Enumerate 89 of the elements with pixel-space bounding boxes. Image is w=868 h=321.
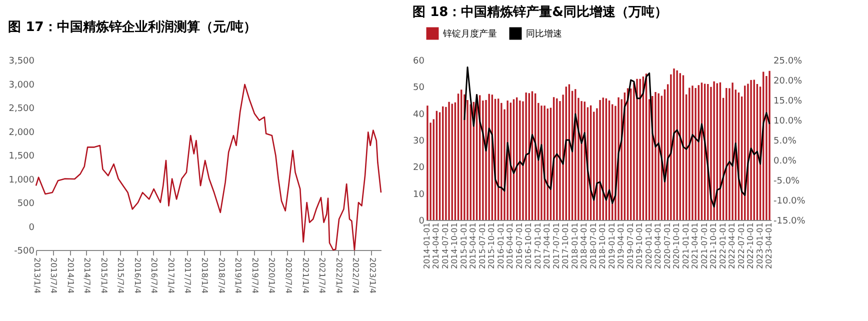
x-tick-label: 2018-04-01 [580, 222, 589, 269]
x-tick-label: 2022-04-01 [728, 222, 737, 269]
x-tick-label: 2021/7/4 [317, 258, 326, 294]
y-tick-label: 500 [17, 199, 35, 209]
x-tick-label: 2016/7/4 [150, 258, 159, 294]
x-tick-label: 2016-10-01 [524, 222, 534, 269]
y2-tick-label: 0.0% [774, 156, 797, 166]
x-tick-label: 2017-01-01 [533, 222, 542, 269]
x-tick-label: 2019-01-01 [607, 222, 616, 269]
x-tick-label: 2021-04-01 [690, 222, 700, 269]
x-tick-label: 2016-04-01 [506, 222, 515, 269]
legend-label: 锌锭月度产量 [442, 28, 497, 40]
y-tick-label: 2,000 [8, 128, 35, 138]
x-tick-label: 2021-07-01 [700, 222, 709, 269]
x-tick-label: 2019/7/4 [250, 258, 260, 294]
x-tick-label: 2015/7/4 [116, 258, 126, 294]
y-tick-label: 40 [413, 110, 425, 120]
x-tick-label: 2016-07-01 [514, 222, 524, 269]
x-tick-label: 2020/7/4 [284, 258, 293, 294]
x-tick-label: 2015-10-01 [487, 222, 496, 269]
y-tick-label: 50 [413, 83, 425, 94]
x-tick-label: 2015-04-01 [468, 222, 478, 269]
x-tick-label: 2017-07-01 [552, 222, 561, 269]
x-tick-label: 2021-01-01 [681, 222, 690, 269]
x-tick-label: 2018/1/4 [200, 258, 210, 294]
x-tick-label: 2019-04-01 [616, 222, 626, 269]
x-tick-label: 2021-10-01 [709, 222, 718, 269]
x-tick-label: 2018/7/4 [216, 258, 226, 294]
x-tick-label: 2015/1/4 [100, 258, 109, 294]
y-tick-label: 20 [413, 163, 425, 174]
x-tick-label: 2016/1/4 [133, 258, 142, 294]
x-tick-label: 2020-04-01 [654, 222, 663, 269]
x-tick-label: 2022/7/4 [350, 258, 360, 294]
x-tick-label: 2019-07-01 [626, 222, 635, 269]
x-tick-label: 2013/7/4 [49, 258, 58, 294]
x-tick-label: 2023-04-01 [764, 222, 774, 269]
x-tick-label: 2014-01-01 [422, 222, 432, 269]
x-tick-label: 2017/7/4 [183, 258, 192, 294]
x-tick-label: 2015-07-01 [478, 222, 487, 269]
x-tick-label: 2016-01-01 [496, 222, 506, 269]
y-tick-label: 1,000 [8, 175, 35, 186]
y-tick-label: 0 [418, 216, 425, 226]
x-tick-label: 2013/1/4 [32, 258, 42, 294]
x-tick-label: 2020-10-01 [672, 222, 682, 269]
x-tick-label: 2018-10-01 [598, 222, 608, 269]
line-series [464, 66, 770, 208]
x-tick-label: 2023/1/4 [368, 258, 377, 294]
x-tick-label: 2022/1/4 [334, 258, 344, 294]
y-tick-label: 30 [413, 136, 425, 146]
x-tick-label: 2014-04-01 [432, 222, 441, 269]
y-tick-label: 60 [413, 56, 425, 66]
x-tick-label: 2020-07-01 [662, 222, 672, 269]
x-tick-label: 2014-10-01 [450, 222, 460, 269]
y2-tick-label: 25.0% [774, 56, 803, 66]
y-tick-label: 10 [413, 190, 425, 200]
x-tick-label: 2014/7/4 [82, 258, 92, 294]
y-tick-label: -500 [14, 246, 35, 256]
x-tick-label: 2023-01-01 [755, 222, 764, 269]
x-tick-label: 2020/1/4 [267, 258, 276, 294]
x-tick-label: 2018-01-01 [570, 222, 580, 269]
chart-title: 图 18：中国精炼锌产量&同比增速（万吨） [412, 4, 668, 20]
y-tick-label: 3,000 [8, 80, 35, 90]
x-tick-label: 2020-01-01 [644, 222, 654, 269]
x-tick-label: 2019/1/4 [234, 258, 243, 294]
x-tick-label: 2018-07-01 [588, 222, 598, 269]
x-tick-label: 2022-07-01 [736, 222, 746, 269]
x-tick-label: 2017/1/4 [166, 258, 176, 294]
x-tick-label: 2022-01-01 [718, 222, 728, 269]
y2-tick-label: 20.0% [774, 76, 803, 86]
x-tick-label: 2019-10-01 [635, 222, 644, 269]
y-tick-label: 3,500 [8, 56, 35, 66]
y2-tick-label: 15.0% [774, 96, 803, 106]
x-tick-label: 2017-04-01 [542, 222, 552, 269]
legend-label: 同比增速 [526, 28, 562, 40]
y2-tick-label: 5.0% [774, 136, 797, 146]
x-tick-label: 2014-07-01 [440, 222, 450, 269]
x-tick-label: 2017-10-01 [561, 222, 570, 269]
chart-title: 图 17：中国精炼锌企业利润测算（元/吨） [8, 19, 257, 35]
y2-tick-label: -5.0% [774, 176, 800, 186]
x-tick-label: 2015-01-01 [459, 222, 468, 269]
x-tick-label: 2021/1/4 [300, 258, 310, 294]
x-tick-label: 2022-10-01 [746, 222, 756, 269]
y2-tick-label: -15.0% [774, 216, 806, 226]
y2-tick-label: 10.0% [774, 116, 803, 126]
y-tick-label: 2,500 [8, 104, 35, 114]
y-tick-label: 0 [28, 222, 35, 233]
y2-tick-label: -10.0% [774, 196, 806, 206]
y-tick-label: 1,500 [8, 152, 35, 162]
x-tick-label: 2014/1/4 [66, 258, 76, 294]
